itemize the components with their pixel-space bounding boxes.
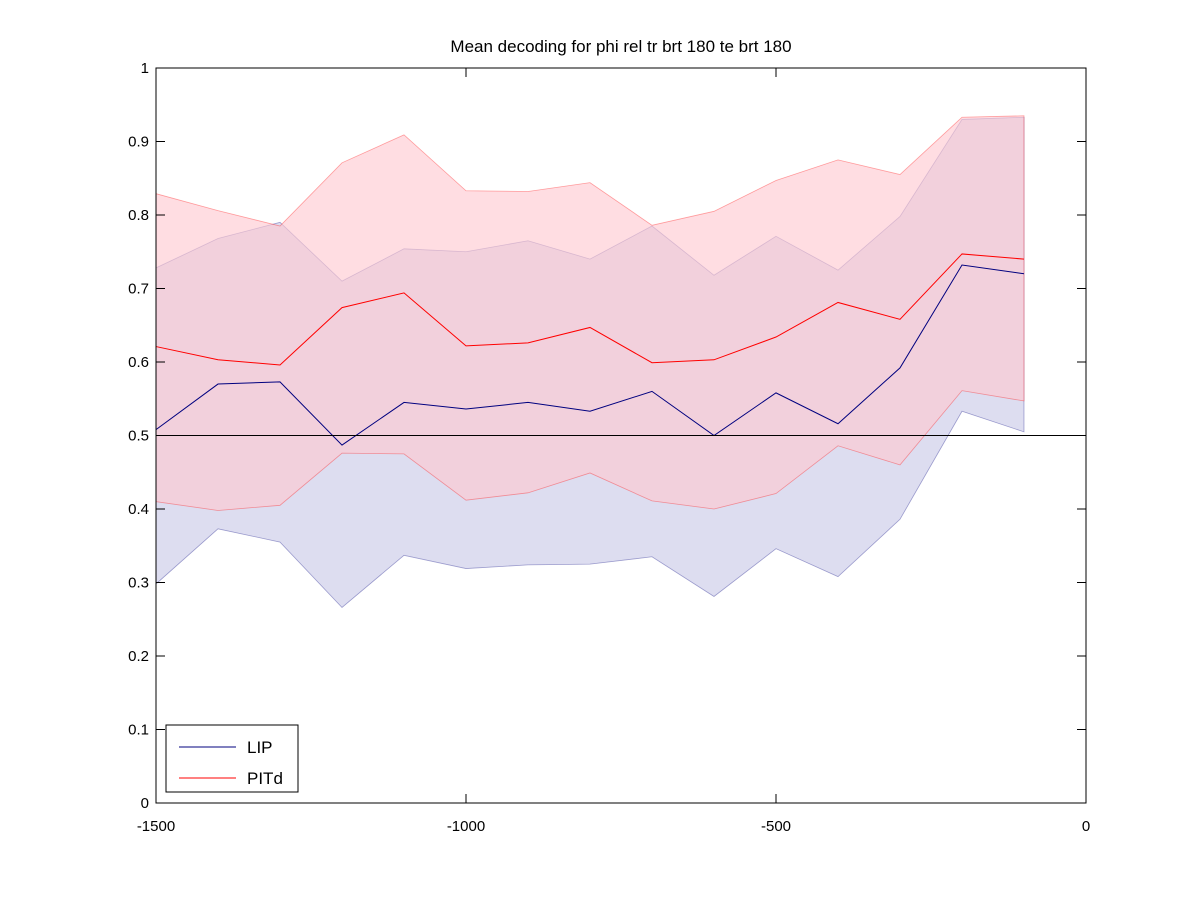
x-tick-label: 0 [1082, 818, 1090, 835]
y-tick-label: 0.5 [128, 428, 149, 445]
legend: LIP PITd [165, 724, 299, 793]
legend-label-pitd: PITd [247, 769, 283, 788]
chart-title: Mean decoding for phi rel tr brt 180 te … [450, 37, 791, 56]
y-tick-label: 0 [141, 795, 149, 812]
series-line-pitd [155, 253, 1025, 366]
series-lines [155, 253, 1025, 446]
legend-label-lip: LIP [247, 738, 273, 757]
series-line-lip [155, 264, 1025, 446]
y-tick-label: 1 [141, 60, 149, 77]
y-tick-label: 0.6 [128, 354, 149, 371]
y-tick-label: 0.4 [128, 501, 149, 518]
band-pitd [155, 115, 1025, 511]
legend-box [165, 724, 299, 793]
axes: 0 0.1 0.2 0.3 0.4 0.5 0.6 0.7 0.8 0.9 1 -1500 -1000 -… [128, 60, 1090, 835]
x-tick-label: -1500 [137, 818, 175, 835]
y-tick-label: 0.1 [128, 722, 149, 739]
x-tick-label: -1000 [447, 818, 485, 835]
y-tick-label: 0.8 [128, 207, 149, 224]
confidence-bands [155, 115, 1025, 609]
y-tick-label: 0.9 [128, 134, 149, 151]
y-tick-label: 0.2 [128, 648, 149, 665]
x-tick-label: -500 [761, 818, 791, 835]
y-tick-label: 0.7 [128, 281, 149, 298]
y-tick-label: 0.3 [128, 575, 149, 592]
